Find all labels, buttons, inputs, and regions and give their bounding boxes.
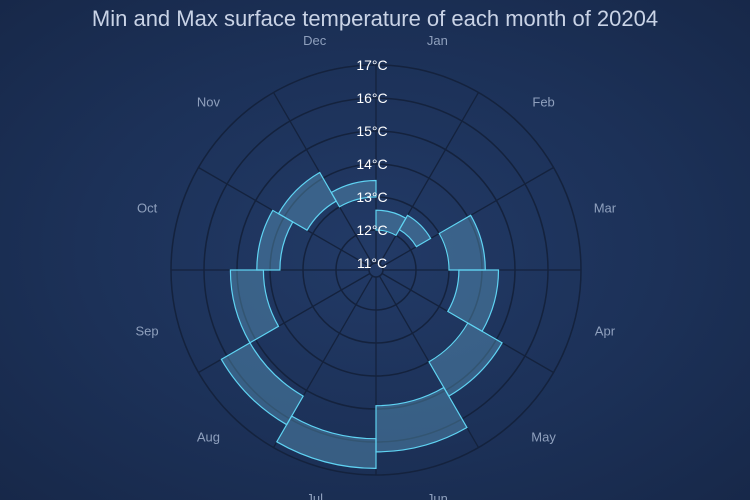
month-label-feb: Feb bbox=[532, 94, 554, 109]
bar-layer bbox=[220, 171, 503, 470]
chart-title: Min and Max surface temperature of each … bbox=[91, 6, 659, 31]
month-label-apr: Apr bbox=[595, 323, 616, 338]
month-label-jan: Jan bbox=[427, 33, 448, 48]
month-label-dec: Dec bbox=[303, 33, 327, 48]
radial-tick-label: 17°C bbox=[356, 57, 387, 73]
bar-oct[interactable] bbox=[256, 209, 294, 271]
label-layer: Jan Feb Mar Apr May Jun Jul Aug Sep Oct Nov Dec 11°C… bbox=[136, 33, 617, 500]
bar-apr[interactable] bbox=[446, 269, 500, 333]
bar-dec[interactable] bbox=[330, 179, 377, 208]
radial-tick-label: 16°C bbox=[356, 90, 387, 106]
bar-sep[interactable] bbox=[229, 269, 280, 344]
month-label-aug: Aug bbox=[197, 430, 220, 445]
month-label-may: May bbox=[531, 430, 556, 445]
month-label-mar: Mar bbox=[594, 201, 617, 216]
bar-jun[interactable] bbox=[375, 386, 468, 453]
radial-tick-label: 15°C bbox=[356, 123, 387, 139]
radial-tick-label: 12°C bbox=[356, 222, 387, 238]
bar-may[interactable] bbox=[428, 322, 503, 397]
bar-jul[interactable] bbox=[275, 415, 377, 470]
radial-tick-label: 13°C bbox=[356, 189, 387, 205]
radial-tick-label: 14°C bbox=[356, 156, 387, 172]
month-label-jul: Jul bbox=[306, 491, 323, 500]
bar-feb[interactable] bbox=[398, 214, 432, 248]
month-label-oct: Oct bbox=[137, 201, 158, 216]
radial-tick-label: 11°C bbox=[357, 255, 387, 271]
month-label-sep: Sep bbox=[136, 323, 159, 338]
bar-mar[interactable] bbox=[438, 214, 486, 271]
month-label-nov: Nov bbox=[197, 94, 221, 109]
month-label-jun: Jun bbox=[427, 491, 448, 500]
bar-aug[interactable] bbox=[220, 341, 305, 426]
bar-nov[interactable] bbox=[277, 171, 338, 232]
